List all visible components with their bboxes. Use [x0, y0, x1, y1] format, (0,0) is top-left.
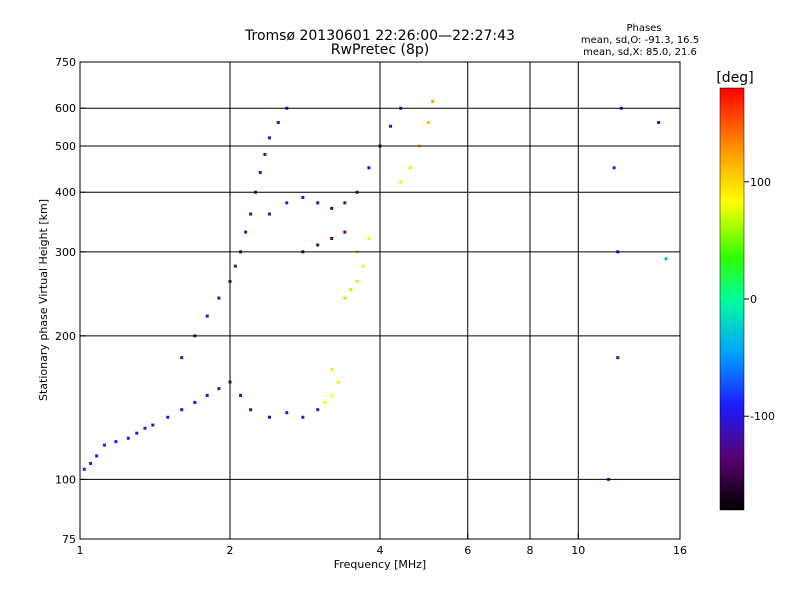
x-tick-label: 8	[527, 544, 534, 557]
data-point	[355, 279, 359, 283]
data-point	[399, 180, 403, 184]
data-point	[217, 296, 221, 300]
data-point	[276, 121, 280, 125]
data-point	[166, 415, 170, 419]
y-tick-label: 300	[55, 246, 76, 259]
data-point	[343, 296, 347, 300]
data-point	[426, 121, 430, 125]
data-point	[330, 236, 334, 240]
colorbar-tick-label: -100	[750, 410, 775, 423]
x-tick-label: 16	[673, 544, 687, 557]
data-point	[135, 431, 139, 435]
data-point	[316, 408, 320, 412]
data-point	[330, 367, 334, 371]
y-axis-label: Stationary phase Virtual Height [km]	[37, 199, 50, 401]
y-axis-ticks: 75 100 200 300 400 500 600 750	[55, 56, 86, 546]
data-point	[180, 356, 184, 360]
data-point	[114, 440, 118, 444]
x-axis-ticks: 1 2 4 6 8 10 16	[77, 533, 687, 557]
data-point	[285, 201, 289, 205]
y-tick-label: 100	[55, 473, 76, 486]
data-point	[316, 243, 320, 247]
colorbar-unit-label: [deg]	[716, 70, 753, 86]
data-point	[336, 380, 340, 384]
y-tick-label: 600	[55, 102, 76, 115]
colorbar-ticks: 100 0 -100	[744, 176, 775, 423]
chart-subtitle: RwPretec (8p)	[331, 42, 429, 58]
data-point	[126, 436, 130, 440]
data-point	[249, 408, 253, 412]
data-point	[361, 264, 365, 268]
data-point	[267, 212, 271, 216]
data-point	[349, 288, 353, 292]
scatter-points	[82, 99, 668, 481]
phase-box-title: Phases	[626, 23, 661, 34]
grid-lines	[80, 62, 680, 539]
data-point	[343, 230, 347, 234]
data-point	[217, 387, 221, 391]
data-point	[616, 356, 620, 360]
chart-title: Tromsø 20130601 22:26:00—22:27:43	[244, 28, 515, 44]
data-point	[323, 400, 327, 404]
colorbar-tick-label: 0	[750, 293, 757, 306]
data-point	[205, 393, 209, 397]
data-point	[249, 212, 253, 216]
data-point	[343, 201, 347, 205]
x-axis-label: Frequency [MHz]	[334, 558, 426, 571]
data-point	[239, 393, 243, 397]
data-point	[258, 170, 262, 174]
data-point	[301, 195, 305, 199]
data-point	[431, 99, 435, 103]
data-point	[143, 426, 147, 430]
x-tick-label: 4	[377, 544, 384, 557]
data-point	[263, 152, 267, 156]
data-point	[612, 166, 616, 170]
y-tick-label: 500	[55, 140, 76, 153]
y-tick-label: 400	[55, 186, 76, 199]
data-point	[330, 206, 334, 210]
data-point	[89, 461, 93, 465]
colorbar	[719, 87, 745, 511]
phase-box-line-o: mean, sd,O: -91.3, 16.5	[581, 35, 699, 46]
data-point	[285, 411, 289, 415]
data-point	[151, 423, 155, 427]
colorbar-tick-label: 100	[750, 176, 771, 189]
x-tick-label: 1	[77, 544, 84, 557]
data-point	[180, 408, 184, 412]
data-point	[301, 415, 305, 419]
data-point	[316, 201, 320, 205]
y-tick-label: 750	[55, 56, 76, 69]
data-point	[233, 264, 237, 268]
y-tick-label: 200	[55, 330, 76, 343]
data-point	[103, 443, 107, 447]
data-point	[267, 136, 271, 140]
data-point	[389, 124, 393, 128]
data-point	[82, 467, 86, 471]
data-point	[664, 257, 668, 261]
x-tick-label: 10	[571, 544, 585, 557]
x-tick-label: 6	[464, 544, 471, 557]
data-point	[367, 166, 371, 170]
data-point	[267, 415, 271, 419]
y-tick-label: 75	[62, 533, 76, 546]
data-point	[244, 230, 248, 234]
phase-box-line-x: mean, sd,X: 85.0, 21.6	[583, 47, 697, 58]
data-point	[193, 400, 197, 404]
data-point	[95, 454, 99, 458]
data-point	[205, 314, 209, 318]
data-point	[367, 236, 371, 240]
data-point	[408, 166, 412, 170]
data-point	[330, 393, 334, 397]
x-tick-label: 2	[227, 544, 234, 557]
data-point	[657, 121, 661, 125]
